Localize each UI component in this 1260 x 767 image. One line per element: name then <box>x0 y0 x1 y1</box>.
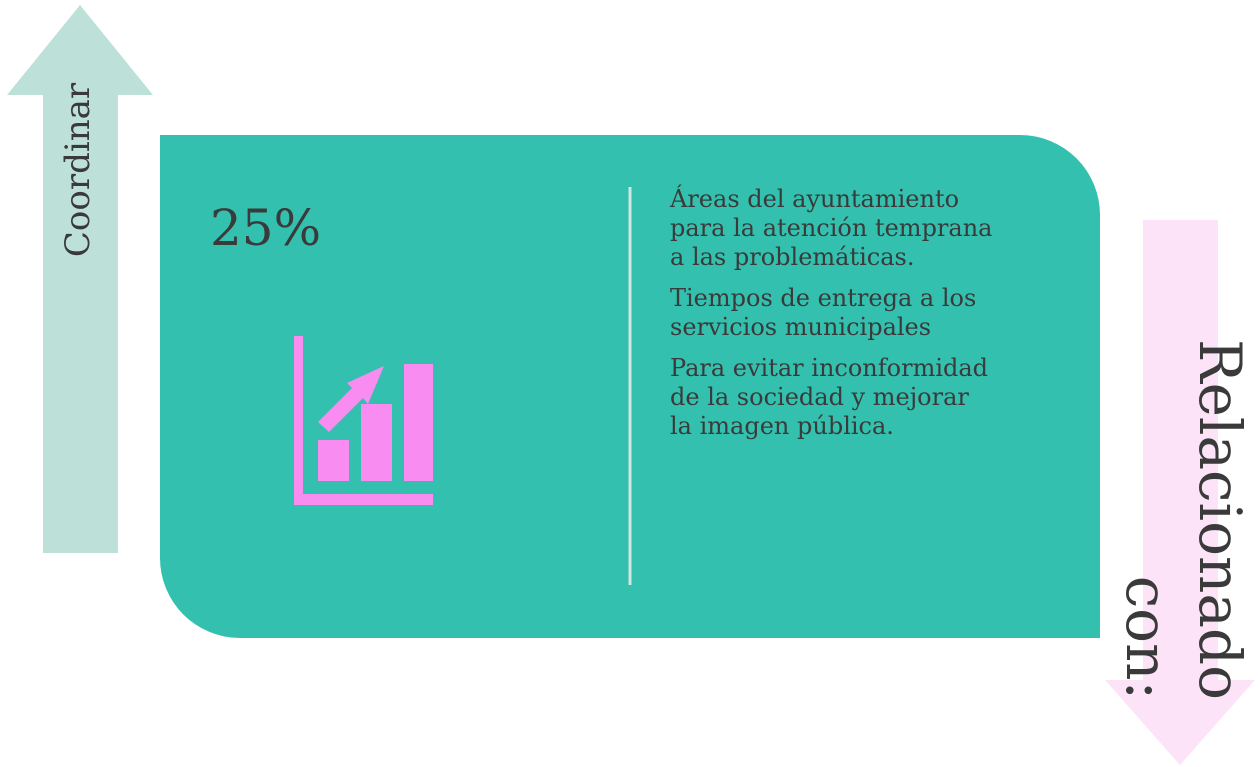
chart-icon <box>294 336 433 505</box>
item-line: de la sociedad y mejorar <box>670 383 969 411</box>
up-arrow <box>7 5 153 553</box>
percentage: 25% <box>210 199 321 257</box>
item-line: Áreas del ayuntamiento <box>669 184 959 213</box>
down-arrow <box>1105 220 1255 765</box>
item-line: a las problemáticas. <box>670 243 914 271</box>
item-line: para la atención temprana <box>670 214 992 242</box>
left-arrow-label: Coordinar <box>58 82 98 257</box>
item-line: servicios municipales <box>670 313 931 341</box>
item-line: Para evitar inconformidad <box>670 354 988 382</box>
item-line: Tiempos de entrega a los <box>670 284 976 312</box>
right-arrow-label: con: <box>1113 576 1181 700</box>
item-line: la imagen pública. <box>670 412 894 440</box>
right-arrow-label: Relacionado <box>1186 339 1254 700</box>
